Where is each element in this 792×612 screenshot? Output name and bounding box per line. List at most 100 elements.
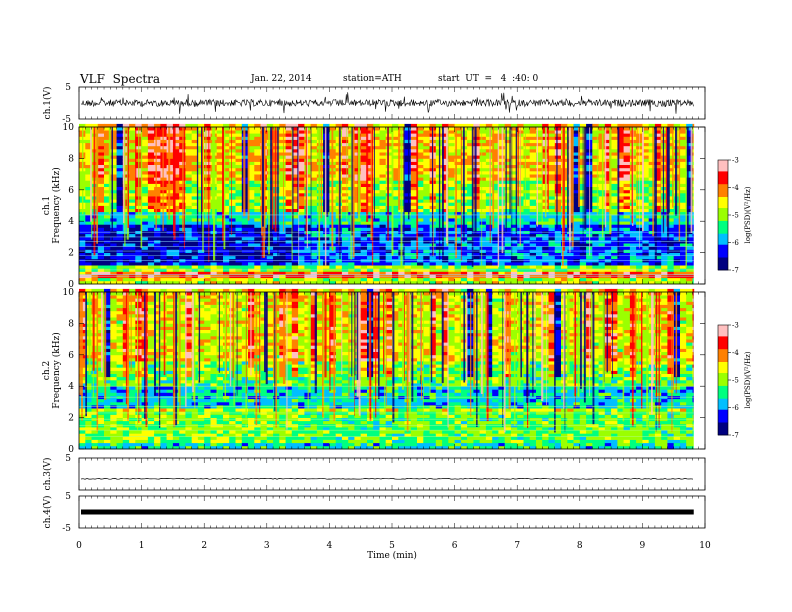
spectrogram-cell [104, 227, 111, 231]
spectrogram-cell [404, 155, 412, 159]
spectrogram-cell [592, 196, 599, 200]
spectrogram-cell [592, 186, 599, 191]
spectrogram-cell [529, 174, 537, 178]
spectrogram-cell [354, 255, 362, 260]
spectrogram-cell [623, 174, 631, 178]
spectrogram-cell [410, 171, 418, 175]
spectrogram-cell [604, 262, 612, 266]
spectrogram-cell [254, 139, 261, 144]
spectrogram-cell [279, 186, 286, 191]
spectrogram-cell [417, 189, 424, 194]
spectrogram-cell [442, 211, 449, 216]
spectrogram-cell [642, 186, 650, 191]
spectrogram-cell [216, 139, 224, 144]
spectrogram-cell [404, 243, 412, 247]
spectrogram-cell [122, 262, 130, 266]
spectrogram-cell [661, 189, 668, 194]
spectrogram-cell [485, 161, 493, 165]
spectrogram-cell [667, 167, 675, 172]
spectrogram-cell [604, 145, 612, 150]
spectrogram-cell [536, 277, 543, 282]
spectrogram-cell [341, 189, 349, 194]
spectrogram-cell [417, 127, 424, 131]
spectrogram-cell [623, 265, 631, 269]
spectrogram-cell [223, 199, 230, 203]
spectrogram-cell [385, 183, 393, 187]
spectrogram-cell [523, 177, 531, 181]
spectrogram-cell [197, 246, 205, 250]
spectrogram-cell [129, 183, 136, 187]
spectrogram-cell [529, 158, 537, 162]
spectrogram-cell [185, 214, 193, 219]
spectrogram-cell [298, 189, 305, 194]
spectrogram-cell [229, 155, 236, 159]
spectrogram-cell [485, 130, 493, 134]
spectrogram-cell [448, 221, 455, 225]
spectrogram-cell [398, 265, 405, 269]
spectrogram-cell [454, 183, 462, 187]
spectrogram-cell [191, 243, 199, 247]
spectrogram-cell [204, 189, 211, 194]
spectrogram-cell [410, 221, 418, 225]
spectrogram-cell [667, 224, 675, 228]
spectrogram-cell [116, 277, 124, 282]
spectrogram-cell [254, 155, 261, 159]
spectrogram-cell [410, 136, 418, 140]
spectrogram-cell [492, 139, 499, 144]
spectrogram-cell [360, 149, 368, 153]
spectrogram-cell [442, 123, 449, 128]
spectrogram-cell [373, 149, 380, 153]
spectrogram-cell [604, 255, 612, 260]
spectrogram-cell [216, 152, 224, 156]
spectrogram-cell [104, 161, 111, 165]
spectrogram-cell [654, 205, 662, 209]
spectrogram-cell [254, 280, 261, 285]
spectrogram-cell [611, 211, 618, 216]
spectrogram-cell [216, 130, 224, 134]
spectrogram-cell [241, 218, 249, 222]
spectrogram-cell [473, 271, 481, 275]
spectrogram-cell [116, 161, 124, 165]
spectrogram-cell [542, 123, 549, 128]
spectrogram-cell [79, 271, 86, 275]
spectrogram-cell [510, 196, 518, 200]
spectrogram-cell [154, 265, 161, 269]
spectrogram-cell [160, 155, 168, 159]
spectrogram-cell [680, 158, 687, 162]
spectrogram-cell [479, 224, 487, 228]
spectrogram-cell [423, 202, 430, 206]
spectrogram-cell [291, 149, 299, 153]
spectrogram-cell [473, 139, 481, 144]
spectrogram-cell [667, 199, 675, 203]
spectrogram-cell [172, 139, 180, 144]
spectrogram-cell [129, 180, 136, 184]
spectrogram-cell [410, 164, 418, 169]
spectrogram-cell [223, 277, 230, 282]
spectrogram-cell [573, 136, 581, 140]
spectrogram-cell [398, 271, 405, 275]
spectrogram-cell [623, 280, 631, 285]
spectrogram-cell [454, 186, 462, 191]
spectrogram-cell [442, 149, 449, 153]
spectrogram-cell [498, 277, 506, 282]
spectrogram-cell [204, 177, 211, 181]
spectrogram-cell [410, 161, 418, 165]
spectrogram-cell [561, 271, 568, 275]
spectrogram-cell [360, 142, 368, 147]
spectrogram-cell [304, 123, 312, 128]
spectrogram-cell [85, 262, 92, 266]
spectrogram-cell [611, 192, 618, 197]
spectrogram-cell [573, 199, 581, 203]
spectrogram-cell [536, 164, 543, 169]
spectrogram-cell [248, 183, 255, 187]
spectrogram-cell [104, 202, 111, 206]
spectrogram-cell [404, 167, 412, 172]
spectrogram-cell [135, 236, 142, 241]
spectrogram-cell [611, 123, 618, 128]
spectrogram-cell [648, 218, 656, 222]
spectrogram-cell [385, 252, 393, 257]
spectrogram-cell [135, 265, 142, 269]
spectrogram-cell [454, 208, 462, 213]
spectrogram-cell [604, 227, 612, 231]
spectrogram-cell [529, 171, 537, 175]
